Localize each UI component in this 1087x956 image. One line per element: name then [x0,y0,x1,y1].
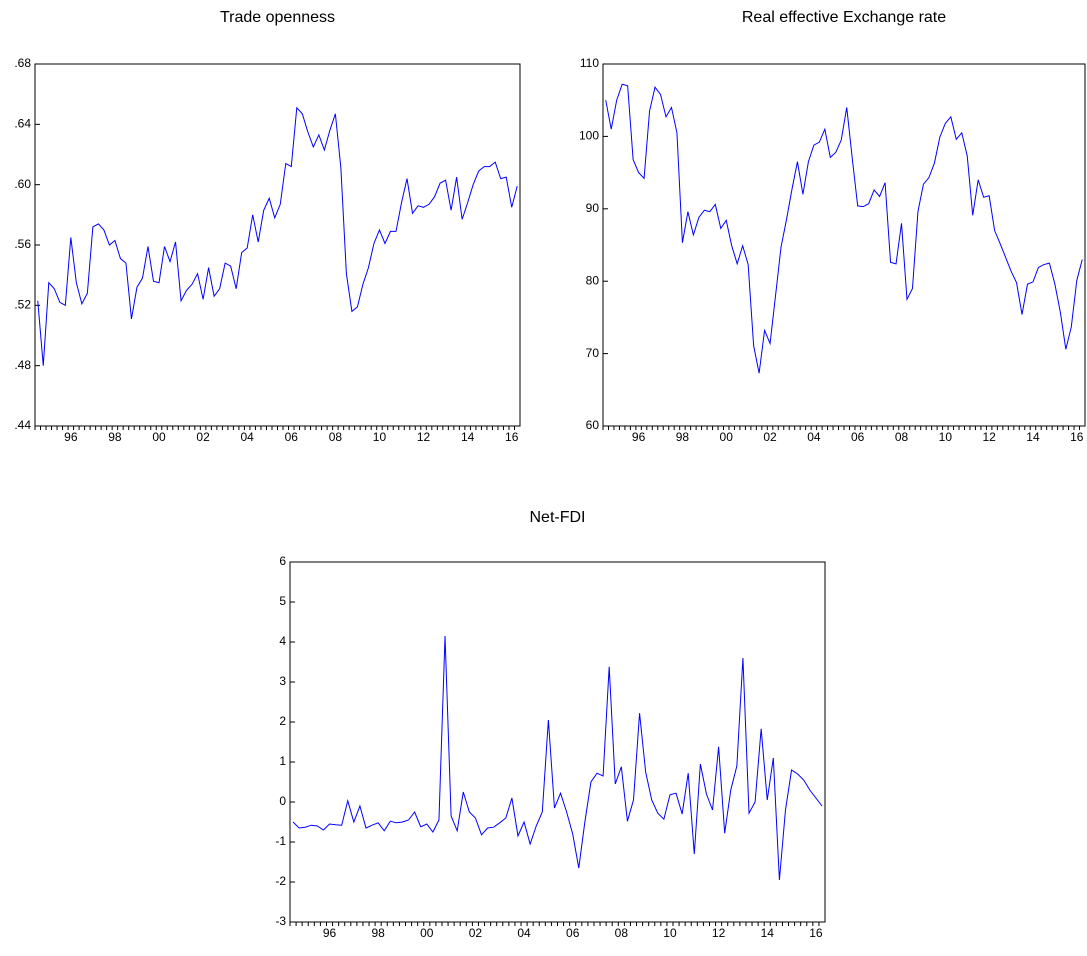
x-tick-label: 96 [64,430,78,444]
y-tick-label: 90 [586,201,600,215]
x-tick-label: 06 [285,430,299,444]
x-tick-label: 10 [939,430,953,444]
y-tick-label: .68 [14,56,31,70]
plot-frame [289,561,826,923]
y-tick-label: 5 [279,594,286,608]
chart-title: Real effective Exchange rate [742,9,946,26]
y-tick-label: -3 [275,914,286,928]
x-tick-label: 00 [720,430,734,444]
chart-title: Net-FDI [530,509,586,526]
y-tick-label: -2 [275,874,286,888]
x-tick-label: 16 [1070,430,1084,444]
x-tick-label: 08 [329,430,343,444]
x-tick-label: 04 [241,430,255,444]
x-tick-label: 02 [196,430,210,444]
y-tick-label: 60 [586,418,600,432]
y-tick-label: -1 [275,834,286,848]
x-tick-label: 98 [108,430,122,444]
y-tick-label: 6 [279,554,286,568]
y-tick-label: .56 [14,237,31,251]
y-tick-label: 70 [586,346,600,360]
data-line [605,83,1083,374]
y-tick-label: .52 [14,298,31,312]
x-tick-label: 08 [615,926,629,940]
x-tick-label: 02 [469,926,483,940]
x-tick-label: 04 [807,430,821,444]
x-tick-label: 04 [517,926,531,940]
x-tick-label: 10 [663,926,677,940]
x-tick-label: 08 [895,430,909,444]
x-tick-label: 12 [712,926,726,940]
y-tick-label: 0 [279,794,286,808]
y-tick-label: 2 [279,714,286,728]
y-tick-label: 80 [586,273,600,287]
x-tick-label: 06 [851,430,865,444]
y-tick-label: 4 [279,634,286,648]
chart-title: Trade openness [220,9,335,26]
x-tick-label: 96 [323,926,337,940]
x-tick-label: 14 [761,926,775,940]
plot-frame [602,63,1086,427]
y-tick-label: .60 [14,177,31,191]
y-tick-label: 1 [279,754,286,768]
x-tick-label: 16 [809,926,823,940]
x-tick-label: 06 [566,926,580,940]
x-tick-label: 00 [152,430,166,444]
x-tick-label: 98 [676,430,690,444]
x-tick-label: 14 [461,430,475,444]
y-tick-label: .64 [14,117,31,131]
y-tick-label: 100 [579,129,599,143]
x-tick-label: 14 [1026,430,1040,444]
x-tick-label: 98 [371,926,385,940]
x-tick-label: 16 [505,430,519,444]
y-tick-label: .48 [14,358,31,372]
x-tick-label: 12 [417,430,431,444]
x-tick-label: 12 [982,430,996,444]
data-line [37,106,518,366]
data-line [292,635,823,881]
x-tick-label: 00 [420,926,434,940]
y-tick-label: .44 [14,418,31,432]
plot-frame [34,63,521,427]
x-tick-label: 02 [763,430,777,444]
y-tick-label: 110 [580,56,599,70]
y-tick-label: 3 [279,674,286,688]
x-tick-label: 10 [373,430,387,444]
x-tick-label: 96 [632,430,646,444]
